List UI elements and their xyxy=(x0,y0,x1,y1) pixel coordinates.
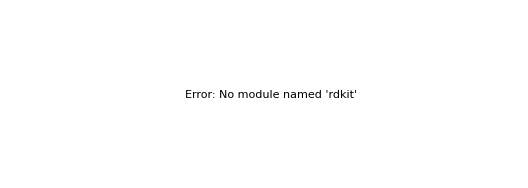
Text: Error: No module named 'rdkit': Error: No module named 'rdkit' xyxy=(185,90,356,100)
